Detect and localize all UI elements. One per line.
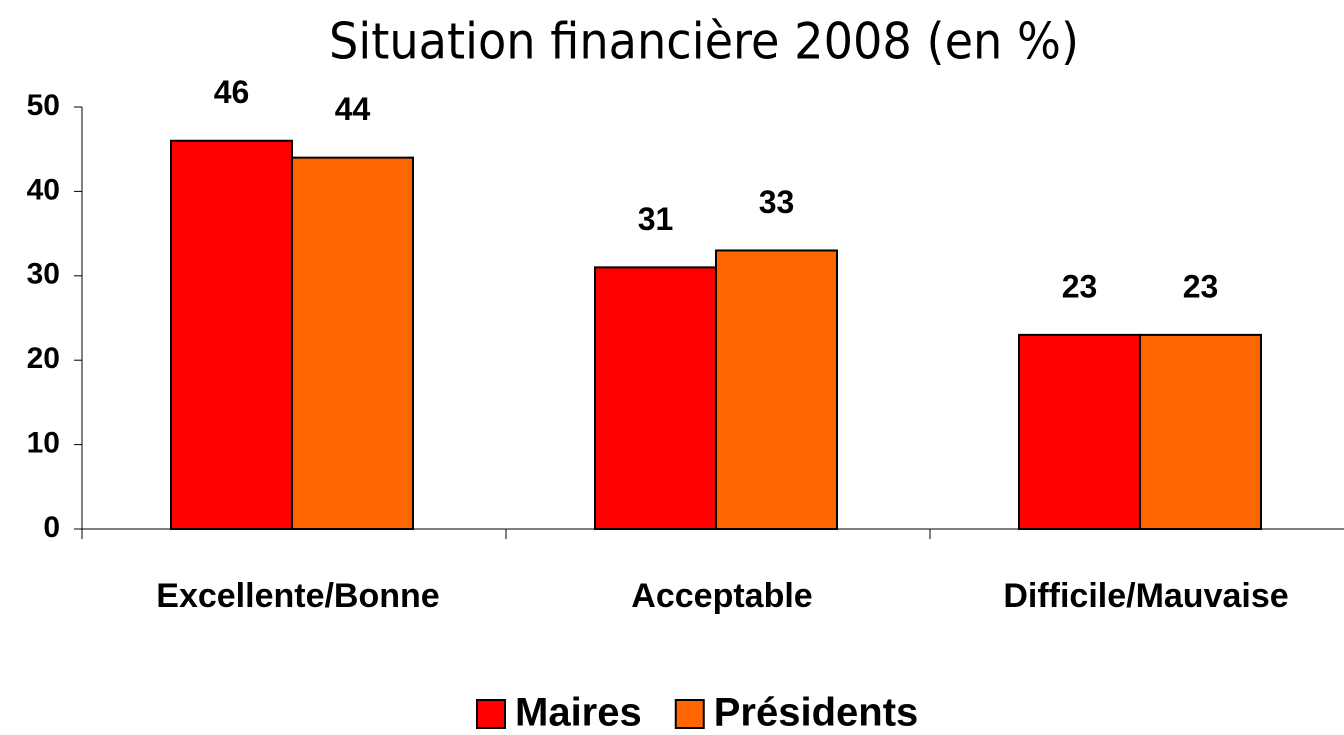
y-tick-label: 20 (27, 342, 60, 375)
bar (1018, 333, 1141, 530)
bar (291, 156, 414, 530)
data-label: 46 (214, 74, 250, 110)
y-tick-label: 30 (27, 258, 60, 291)
y-tick-label: 0 (43, 511, 60, 544)
data-label: 44 (335, 91, 371, 127)
data-label: 23 (1183, 268, 1219, 304)
x-tick-label: Excellente/Bonne (156, 577, 439, 615)
bar (594, 266, 717, 530)
legend-label: Présidents (714, 691, 919, 735)
bar (715, 249, 838, 530)
bar (170, 139, 293, 530)
bar (1139, 333, 1262, 530)
data-label: 33 (759, 184, 795, 220)
y-tick-label: 40 (27, 173, 60, 206)
legend-swatch (476, 699, 506, 729)
x-tick-label: Acceptable (631, 577, 812, 615)
chart-title: Situation financière 2008 (en %) (329, 13, 1079, 71)
x-tick-label: Difficile/Mauvaise (1003, 577, 1288, 615)
data-label: 31 (638, 201, 674, 237)
data-label: 23 (1062, 268, 1098, 304)
y-tick-label: 10 (27, 427, 60, 460)
y-tick-label: 50 (27, 89, 60, 122)
legend-swatch (674, 699, 705, 729)
legend-label: Maires (515, 691, 642, 735)
